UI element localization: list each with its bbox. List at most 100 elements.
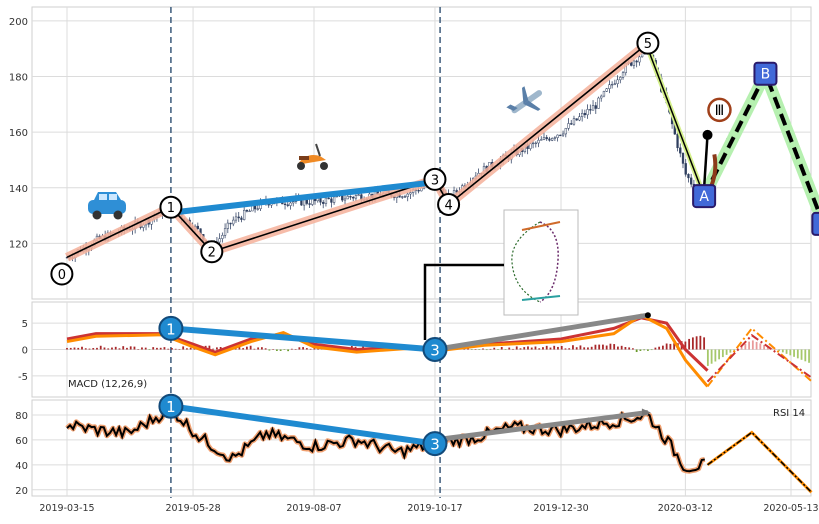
macd-histogram-bar [808,349,810,363]
macd-histogram-bar [691,337,694,350]
abc-marker-text: A [699,189,709,205]
macd-histogram-bar [590,346,593,350]
candle-body [234,216,238,221]
macd-histogram-bar [99,345,102,350]
gray-divergence-line-macd [434,312,649,352]
candle-body [690,177,693,185]
macd-histogram-bar [744,343,747,350]
rsi-wave-text: 1 [166,398,176,416]
candle-body [589,109,592,111]
candle-body [684,163,687,175]
macd-histogram-bar [133,346,136,350]
macd-histogram-bar [294,349,297,350]
wave-marker-circle [159,195,183,219]
macd-histogram-bar [650,349,653,351]
macd-wave-label-1: 1 [158,315,184,341]
macd-histogram-bar [609,343,612,350]
candle-body [567,123,570,129]
macd-histogram-bar [474,349,477,350]
macd-histogram-bar [92,348,95,350]
rsi-panel-tick-label: 60 [15,436,28,447]
macd-histogram-bar [553,345,556,350]
macd-histogram-bar [778,349,780,351]
candle-body [616,79,619,85]
candle-body [540,139,543,141]
candle-body [286,204,289,206]
price-panel-tick-label: 160 [9,128,28,139]
macd-histogram-bar [152,347,155,350]
macd-histogram-bar [122,346,125,350]
candle-body [559,134,562,137]
candle-body [349,196,352,198]
abc-marker-text: B [761,67,771,83]
macd-histogram-bar [186,348,188,350]
wave-label-4: 4 [437,192,461,216]
macd-histogram-bar [148,349,151,350]
abc-marker-box [692,184,717,209]
candle-body [632,60,636,66]
macd-histogram-bar [238,347,241,350]
macd-histogram-bar [534,346,537,350]
macd-histogram-bar [275,349,278,351]
wave-line [66,42,649,259]
macd-histogram-bar [620,345,623,350]
macd-histogram-bar [156,347,158,350]
macd-histogram-bar [613,344,616,350]
wave-label-1: 1 [159,195,183,219]
candle-body [564,128,567,135]
rsi-wave-label-1: 1 [158,393,184,419]
macd-histogram-bar [257,347,260,350]
abc-label-C: C [811,211,819,236]
macd-histogram-bar [515,346,518,350]
rsi-legend: RSI 14 [773,408,805,419]
divergence-dot-macd [644,312,651,319]
macd-histogram-bar [605,345,608,350]
macd-histogram-bar [478,349,481,350]
macd-histogram-bar [695,336,698,350]
macd-histogram-bar [129,346,132,350]
wave-label-2: 2 [200,240,224,264]
sub-wave-dot [702,129,713,140]
macd-histogram-bar [538,348,541,350]
macd-histogram-bar [781,349,784,353]
candle-body [409,192,412,195]
candle-body [594,105,597,109]
sub-wave-stem [702,134,709,188]
candle-body [305,199,309,204]
macd-histogram-bar [103,347,106,350]
macd-histogram-bar [313,348,316,350]
abc-marker-box [753,61,778,86]
macd-histogram-bar [249,345,252,350]
candle-body [248,210,251,213]
macd-histogram-bar [141,347,143,350]
macd-histogram-bar [755,341,758,350]
rsi-panel-tick-label: 40 [15,461,28,472]
rsi-panel-tick-label: 20 [15,486,28,497]
candle-body [537,139,540,144]
wave-marker-text: 5 [644,37,652,52]
macd-histogram-bar [557,346,559,350]
x-tick-label: 2020-03-12 [658,503,713,514]
macd-histogram-bar [572,345,574,350]
macd-legend: MACD (12,26,9) [68,379,147,390]
macd-histogram-bar [673,343,676,350]
candle-body [302,199,306,206]
macd-projection-macd [706,333,813,383]
macd-histogram-bar [748,341,750,350]
candle-body [283,203,287,206]
macd-histogram-bar [245,346,248,350]
candle-body [545,137,548,140]
inset-connector [423,263,504,340]
inset-curve [539,221,559,303]
macd-histogram-bar [699,335,702,350]
macd-histogram-bar [530,347,533,350]
wave-marker-text: 4 [444,198,452,213]
macd-histogram-bar [309,348,312,350]
roman-wave-text: Ⅲ [715,103,725,119]
macd-histogram-bar [163,347,166,350]
macd-histogram-bar [508,347,511,350]
macd-histogram-bar [114,346,117,350]
candle-body [245,209,249,212]
candle-body [561,133,565,136]
wave-marker-text: 1 [167,201,175,216]
